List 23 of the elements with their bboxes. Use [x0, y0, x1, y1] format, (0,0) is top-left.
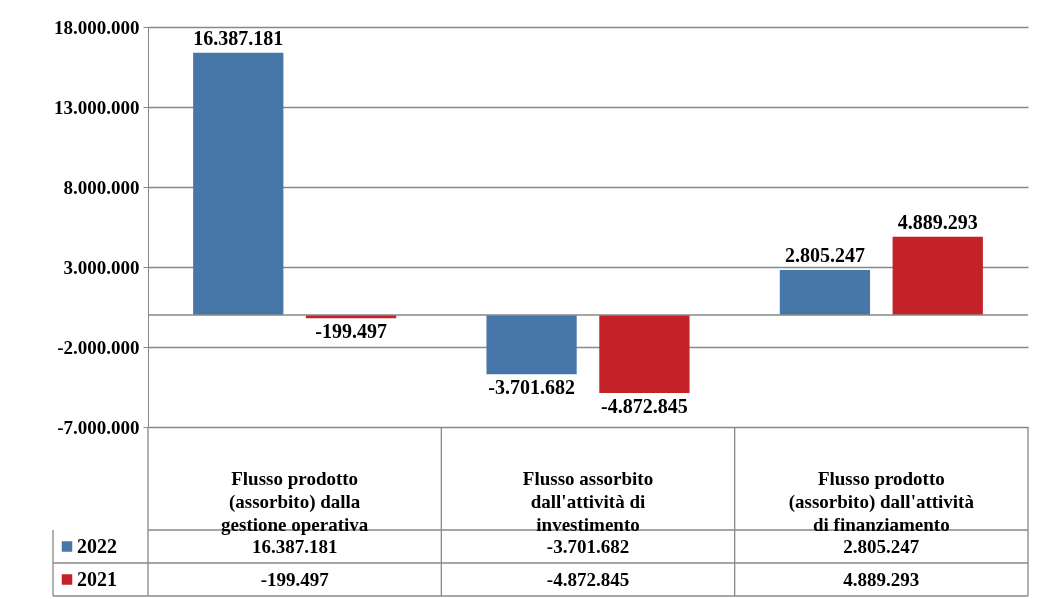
data-label: -3.701.682: [546, 535, 630, 557]
legend-label: 2022: [77, 534, 117, 557]
data-label: 16.387.181: [251, 535, 338, 557]
data-label: 4.889.293: [843, 568, 920, 590]
text: 4.889.293: [897, 210, 978, 233]
x-tick-label: Flusso prodotto (assorbito) dalla gestione operativa: [221, 467, 369, 535]
text: 2.805.247: [784, 244, 865, 267]
y-tick-label: -7.000.000: [57, 416, 140, 438]
text: 16.387.181: [193, 26, 284, 49]
y-tick-label: 18.000.000: [54, 16, 140, 38]
data-label: 2.805.247: [843, 535, 920, 557]
x-tick-label: Flusso assorbito dall'attività di investimento: [522, 467, 654, 535]
text: -3.701.682: [488, 376, 575, 399]
y-tick-label: 8.000.000: [63, 176, 140, 198]
x-tick-label: Flusso prodotto (assorbito) dall'attività di finanziamento: [788, 467, 975, 535]
y-tick-label: 13.000.000: [54, 96, 140, 118]
y-tick-label: -2.000.000: [57, 336, 140, 358]
data-label: -4.872.845: [546, 568, 630, 590]
y-tick-label: 3.000.000: [63, 256, 140, 278]
legend-label: 2021: [77, 567, 117, 590]
text: -4.872.845: [601, 394, 688, 417]
data-label: -199.497: [260, 568, 330, 590]
text: -199.497: [315, 320, 387, 343]
